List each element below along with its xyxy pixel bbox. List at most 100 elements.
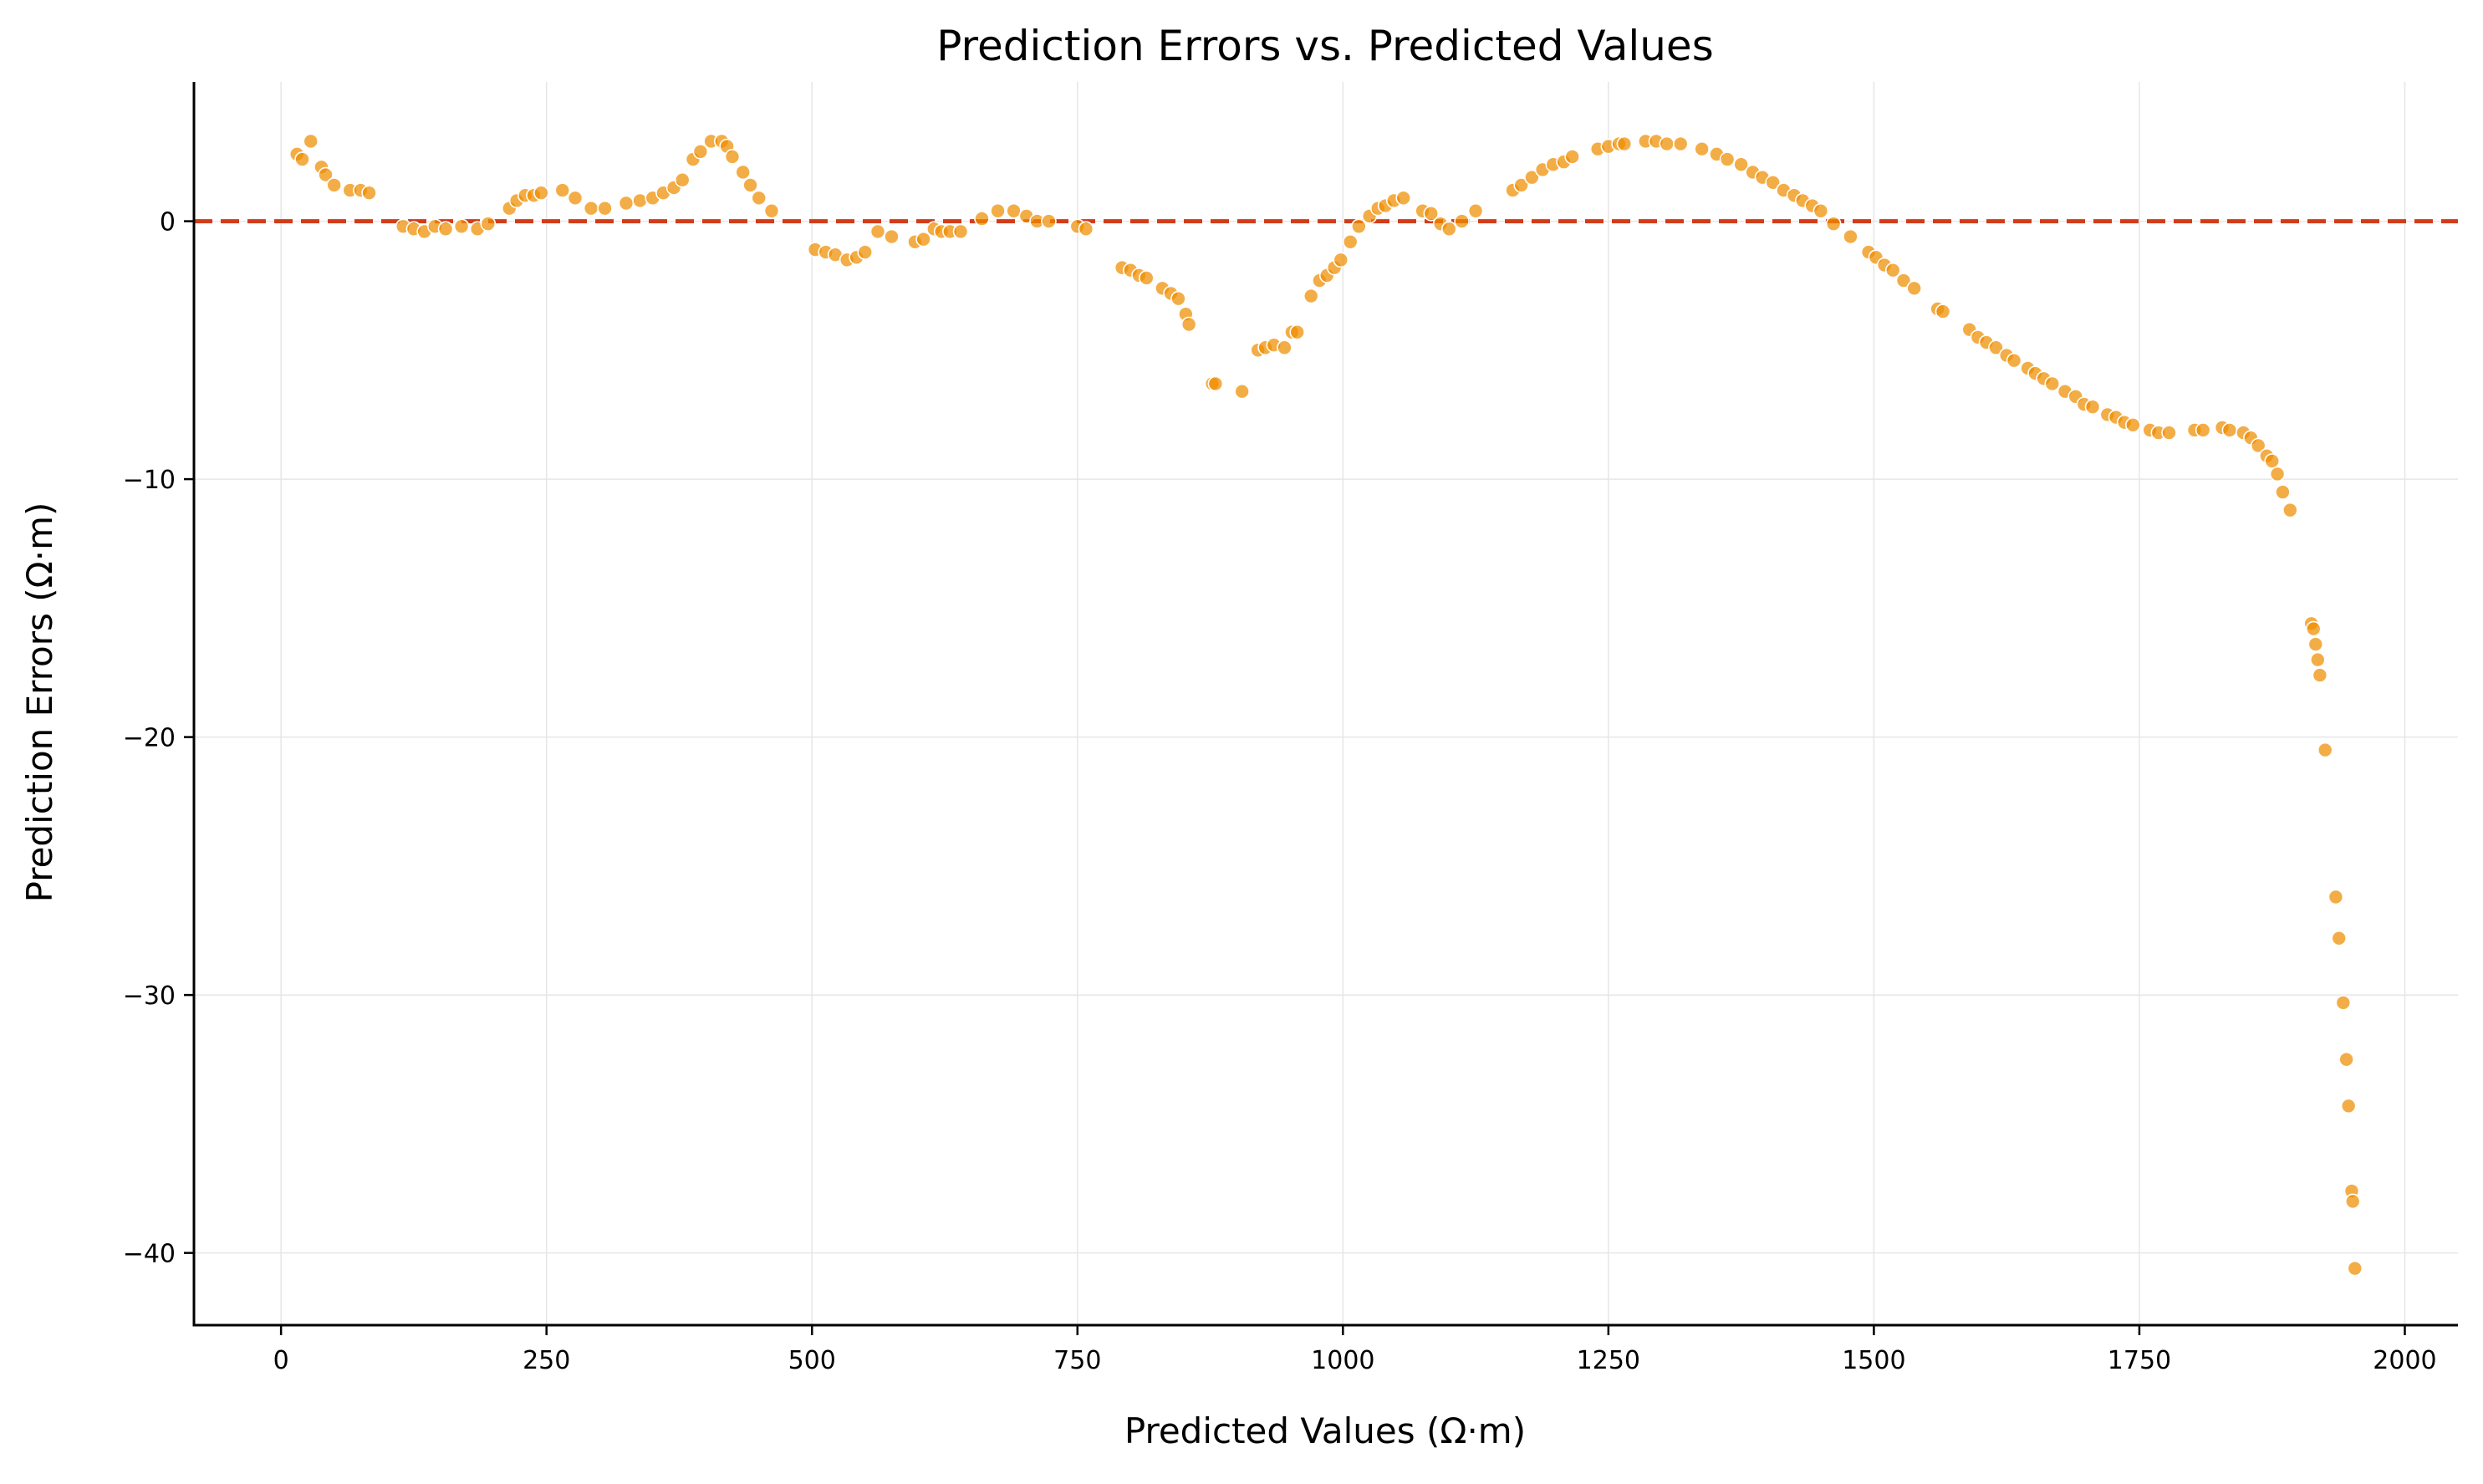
data-point (952, 223, 969, 240)
data-point (1139, 270, 1155, 286)
data-point (2006, 352, 2022, 369)
data-point (361, 185, 377, 201)
data-point (1207, 375, 1224, 392)
x-tick-label: 1750 (2108, 1346, 2171, 1375)
x-tick-label: 750 (1053, 1346, 1101, 1375)
data-point (583, 200, 599, 217)
data-point (1467, 202, 1484, 219)
data-point (554, 182, 571, 198)
data-point (1441, 221, 1457, 237)
x-tick-label: 250 (523, 1346, 570, 1375)
data-point (326, 177, 342, 193)
data-point (318, 166, 334, 183)
data-point (1454, 213, 1470, 229)
data-point (2195, 422, 2211, 438)
data-point (2317, 742, 2333, 758)
data-point (2269, 466, 2286, 482)
data-point (2221, 422, 2238, 438)
data-point (453, 218, 470, 235)
data-point (1513, 177, 1530, 193)
data-point (990, 202, 1006, 219)
data-point (1395, 190, 1412, 207)
data-point (2264, 453, 2281, 469)
data-point (2305, 620, 2322, 637)
data-point (294, 151, 310, 167)
data-point (2282, 502, 2298, 518)
data-point (1351, 218, 1367, 235)
data-point (1813, 202, 1829, 219)
data-point (1078, 221, 1094, 237)
data-point (1672, 135, 1689, 152)
data-point (632, 192, 648, 209)
data-point (2307, 636, 2324, 652)
data-point (1303, 288, 1319, 304)
data-point (2161, 425, 2177, 441)
data-point (915, 231, 931, 247)
x-axis-label: Predicted Values (Ω·m) (1124, 1410, 1526, 1451)
data-point (674, 171, 691, 188)
y-tick-label: −10 (123, 466, 176, 495)
data-point (1825, 216, 1842, 232)
data-point (974, 211, 990, 227)
data-point (742, 177, 758, 193)
x-tick-label: 2000 (2373, 1346, 2436, 1375)
data-point (1180, 316, 1197, 333)
x-tick-label: 500 (788, 1346, 836, 1375)
data-point (1289, 324, 1306, 340)
data-point (2275, 484, 2291, 500)
data-point (2250, 437, 2266, 454)
data-point (1041, 213, 1057, 229)
y-tick-label: 0 (160, 208, 176, 237)
data-point (2347, 1260, 2363, 1277)
data-point (618, 195, 635, 212)
chart-title: Prediction Errors vs. Predicted Values (936, 22, 1714, 70)
data-point (533, 185, 549, 201)
data-point (2344, 1193, 2361, 1210)
data-point (869, 223, 886, 240)
data-point (724, 149, 741, 165)
y-tick-label: −30 (123, 982, 176, 1011)
data-points (288, 133, 2363, 1277)
data-point (1906, 280, 1922, 297)
data-point (1423, 206, 1440, 222)
axes: 0 250 500 750 1000 1250 1500 1750 2000 0 −10 −20 −30… (123, 82, 2458, 1375)
data-point (751, 190, 767, 207)
data-point (1765, 175, 1782, 191)
data-point (2340, 1098, 2357, 1114)
data-point (1524, 169, 1540, 186)
data-point (2125, 417, 2141, 433)
data-point (1342, 233, 1359, 250)
data-point (1733, 156, 1749, 173)
data-point (2044, 375, 2061, 392)
data-point (597, 200, 613, 217)
data-point (1719, 151, 1736, 167)
y-tick-label: −40 (123, 1240, 176, 1269)
data-point (1564, 149, 1580, 165)
y-axis-label: Prediction Errors (Ω·m) (19, 502, 60, 903)
x-tick-label: 1000 (1311, 1346, 1374, 1375)
data-point (884, 228, 900, 245)
data-point (2312, 667, 2328, 683)
data-point (1988, 339, 2004, 356)
data-point (1843, 228, 1858, 245)
data-point (857, 244, 874, 260)
data-point (1277, 339, 1292, 356)
data-point (763, 202, 780, 219)
data-point (1170, 290, 1186, 307)
data-point (2331, 930, 2348, 946)
data-point (2310, 651, 2326, 668)
data-point (2084, 399, 2101, 416)
data-point (480, 216, 497, 232)
data-point (1659, 135, 1675, 152)
data-point (735, 164, 751, 181)
data-point (1895, 273, 1912, 288)
data-point (1694, 140, 1710, 157)
data-point (1884, 262, 1901, 278)
x-tick-label: 0 (273, 1346, 289, 1375)
data-point (1935, 303, 1951, 319)
data-point (437, 221, 454, 237)
data-point (2338, 1051, 2354, 1068)
data-point (2335, 995, 2352, 1011)
